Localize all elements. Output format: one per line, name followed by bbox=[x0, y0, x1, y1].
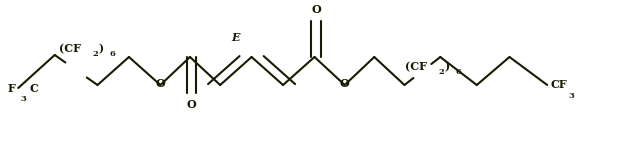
Text: 6: 6 bbox=[456, 68, 462, 76]
Text: O: O bbox=[340, 78, 350, 89]
Text: 2: 2 bbox=[438, 68, 444, 76]
Text: O: O bbox=[187, 99, 197, 110]
Text: 2: 2 bbox=[92, 50, 98, 58]
Text: 3: 3 bbox=[568, 92, 574, 100]
Text: E: E bbox=[231, 32, 240, 43]
Text: O: O bbox=[155, 78, 165, 89]
Text: ): ) bbox=[99, 43, 104, 54]
Text: C: C bbox=[30, 82, 38, 94]
Text: 3: 3 bbox=[20, 95, 26, 103]
Text: F: F bbox=[7, 82, 15, 94]
Text: ): ) bbox=[445, 61, 450, 72]
Text: 6: 6 bbox=[109, 50, 116, 58]
Text: (CF: (CF bbox=[59, 43, 81, 54]
Text: O: O bbox=[311, 4, 321, 15]
Text: (CF: (CF bbox=[405, 61, 427, 72]
Text: CF: CF bbox=[550, 80, 567, 90]
